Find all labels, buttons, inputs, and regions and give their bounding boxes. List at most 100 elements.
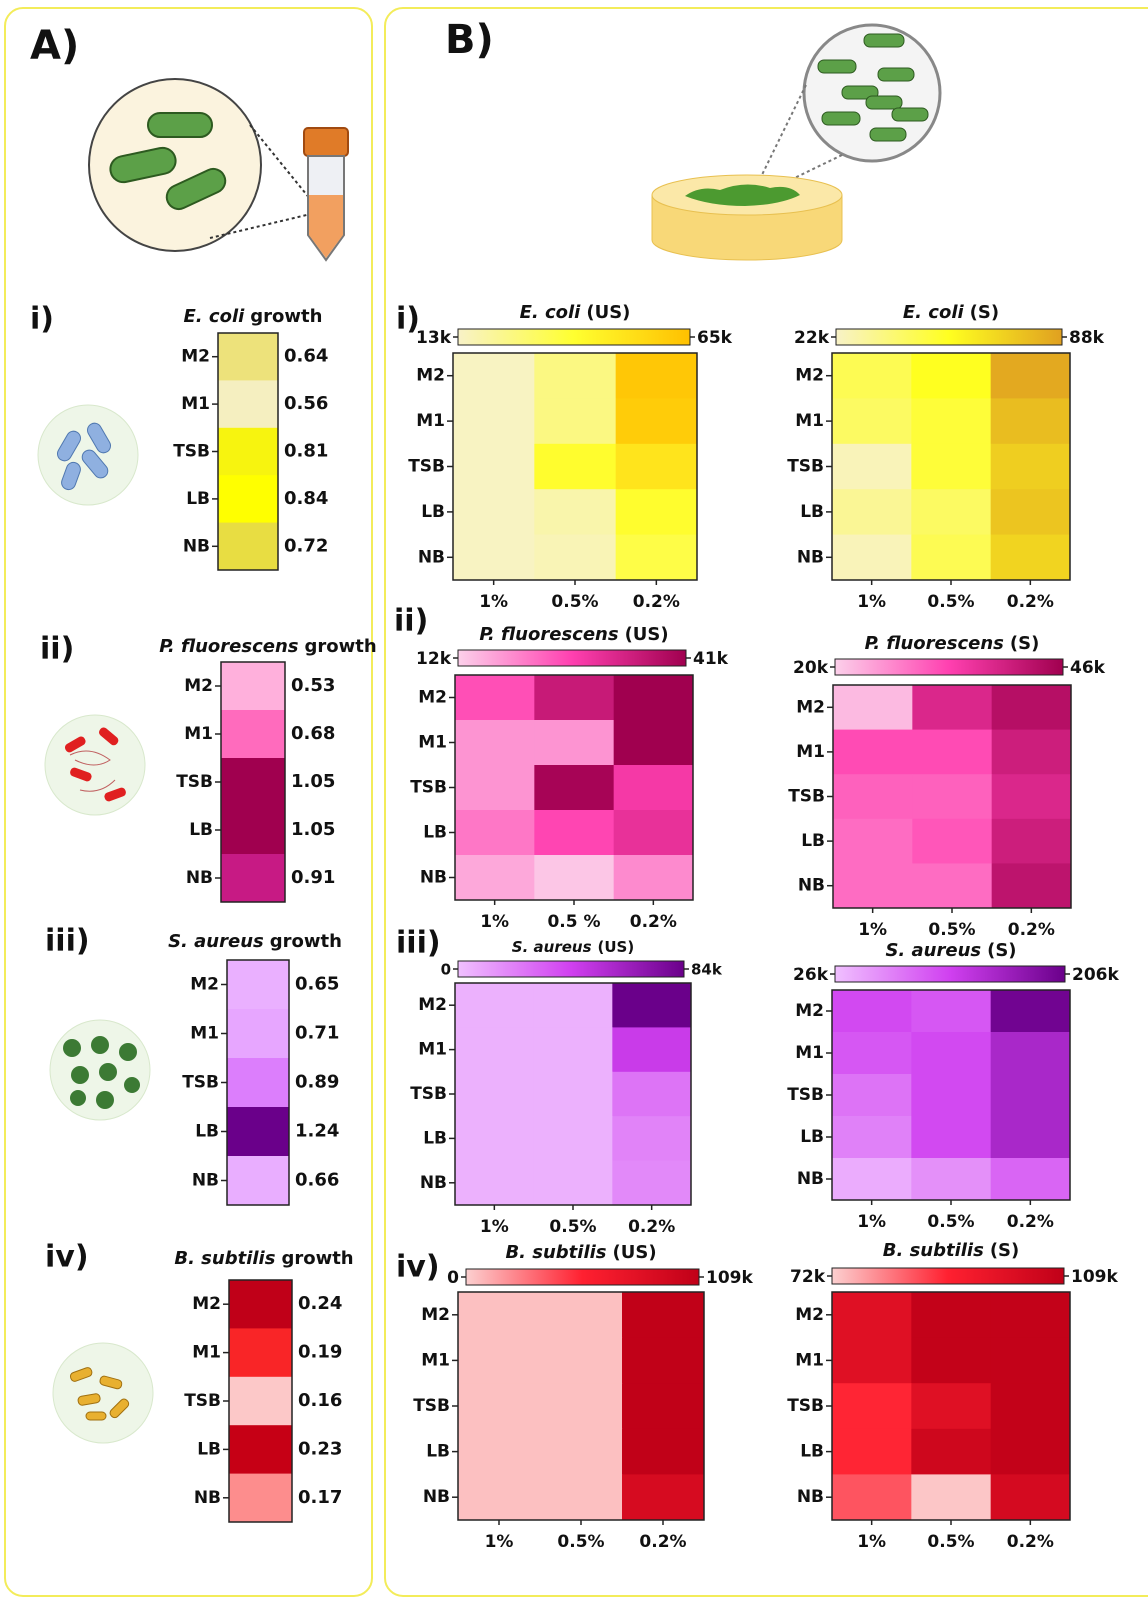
heatmap-cell: [540, 1429, 623, 1475]
heatmap-cell: [911, 1074, 991, 1117]
row-label: M1: [184, 724, 213, 744]
row-label: NB: [186, 868, 213, 888]
heatmap-cell: [622, 1338, 705, 1384]
heatmap-title: P. fluorescens(US): [479, 624, 668, 645]
heatmap-cell: [992, 774, 1072, 819]
plate-illustration: [652, 25, 940, 260]
heatmap: iv)B. subtilis(US)M2M1TSBLBNB1%0.5%0.2%0…: [396, 1242, 753, 1552]
row-label: TSB: [787, 457, 824, 477]
column-label: 0.5%: [557, 1532, 604, 1552]
heatmap-cell: [458, 1383, 541, 1429]
column-label: 0.2%: [1007, 592, 1054, 612]
title-suffix: (S): [1010, 633, 1039, 654]
heatmap-cell: [534, 675, 614, 721]
heatmap-cell: [534, 983, 613, 1028]
row-label: NB: [194, 1488, 221, 1508]
row-label: M2: [192, 1294, 221, 1314]
heatmap-cell: [534, 489, 616, 535]
organism-name: B. subtilis: [505, 1242, 606, 1263]
heatmap-cell: [540, 1292, 623, 1338]
title-suffix: (S): [987, 940, 1016, 961]
value-label: 0.68: [291, 723, 335, 744]
title-suffix: (US): [598, 938, 635, 956]
heatmap-cell: [218, 523, 278, 571]
organism-name: E. coli: [184, 306, 246, 327]
heatmap-cell: [991, 353, 1071, 399]
heatmap-cell: [534, 398, 616, 444]
heatmap-cell: [616, 353, 698, 399]
column-label: 1%: [480, 912, 509, 932]
row-label: LB: [423, 823, 447, 843]
heatmap-cell: [616, 444, 698, 490]
row-label: M2: [418, 995, 447, 1015]
colorbar-tick-label: 22k: [794, 328, 830, 348]
colorbar-tick-label: 20k: [793, 658, 829, 678]
heatmap-cell: [616, 398, 698, 444]
heatmap-cell: [534, 765, 614, 811]
heatmap-cell: [534, 1161, 613, 1206]
row-label: NB: [797, 1169, 824, 1189]
heatmap-cell: [832, 444, 912, 490]
heatmap-cell: [991, 1383, 1071, 1429]
column-label: 0.2%: [1008, 920, 1055, 940]
row-label: M1: [418, 733, 447, 753]
heatmap-cell: [911, 1032, 991, 1075]
row-label: M2: [184, 676, 213, 696]
title-suffix: growth: [250, 306, 322, 327]
column-label: 1%: [857, 1212, 886, 1232]
colorbar-tick-label: 41k: [693, 649, 729, 669]
row-label: LB: [800, 1442, 824, 1462]
heatmap-cell: [911, 353, 991, 399]
heatmap-cell: [912, 863, 992, 908]
heatmap-cell: [991, 1292, 1071, 1338]
organism-name: P. fluorescens: [479, 624, 618, 645]
organism-name: P. fluorescens: [159, 636, 298, 657]
heatmap-cell: [534, 353, 616, 399]
row-label: LB: [800, 502, 824, 522]
colorbar-tick-label: 84k: [691, 961, 723, 979]
heatmap-cell: [458, 1474, 541, 1520]
title-suffix: (US): [613, 1242, 657, 1263]
organism-name: P. fluorescens: [865, 633, 1004, 654]
colorbar-tick-label: 12k: [416, 649, 452, 669]
heatmap-cell: [534, 1027, 613, 1072]
value-label: 0.17: [298, 1487, 342, 1508]
heatmap-cell: [614, 765, 694, 811]
panel-a-label: A): [30, 23, 79, 69]
column-label: 0.5%: [927, 1212, 974, 1232]
column-label: 0.2%: [630, 912, 677, 932]
column-label: 0.2%: [628, 1217, 675, 1237]
heatmap-cell: [458, 1429, 541, 1475]
organism-name: S. aureus: [885, 940, 981, 961]
heatmap-cell: [622, 1292, 705, 1338]
panel-label: ii): [40, 632, 74, 667]
panel-label: iv): [396, 1250, 440, 1285]
row-label: LB: [189, 820, 213, 840]
heatmap-cell: [453, 353, 535, 399]
heatmap-cell: [614, 720, 694, 766]
heatmap-cell: [612, 1161, 691, 1206]
row-label: TSB: [182, 1073, 219, 1093]
heatmap-cell: [540, 1474, 623, 1520]
heatmap-cell: [218, 428, 278, 476]
heatmap: B. subtilis(S)M2M1TSBLBNB1%0.5%0.2%72k10…: [787, 1240, 1118, 1552]
heatmap-cell: [991, 444, 1071, 490]
column-label: 1%: [858, 920, 887, 940]
colorbar-tick-label: 109k: [706, 1268, 753, 1288]
heatmap-cell: [453, 398, 535, 444]
heatmap-cell: [534, 855, 614, 901]
row-label: TSB: [787, 1085, 824, 1105]
value-label: 0.81: [284, 441, 328, 462]
colorbar: [836, 329, 1062, 345]
title-suffix: (S): [970, 302, 999, 323]
colorbar: [458, 329, 690, 345]
heatmap-cell: [534, 1072, 613, 1117]
row-label: LB: [421, 502, 445, 522]
heatmap-cell: [912, 774, 992, 819]
row-label: TSB: [176, 772, 213, 792]
column-label: 0.2%: [1007, 1532, 1054, 1552]
heatmap-cell: [534, 720, 614, 766]
colorbar-tick-label: 65k: [697, 328, 733, 348]
